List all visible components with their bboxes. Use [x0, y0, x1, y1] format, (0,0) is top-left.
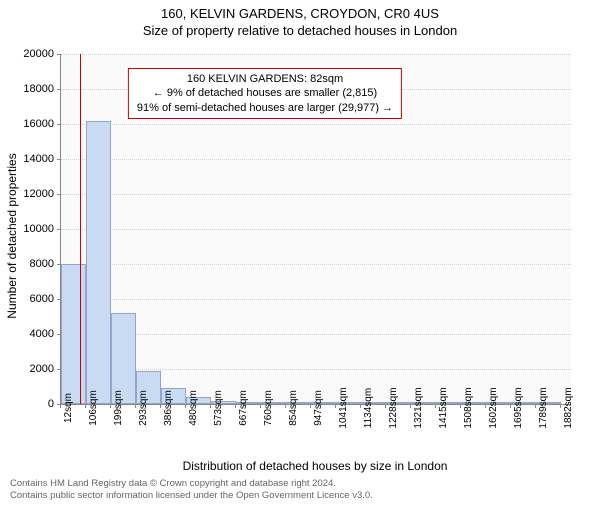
- ytick-label: 2000: [4, 363, 54, 375]
- ytick-label: 18000: [4, 83, 54, 95]
- xtick-label: 760sqm: [263, 390, 274, 426]
- xtick: [360, 404, 361, 408]
- xtick: [160, 404, 161, 408]
- xtick: [460, 404, 461, 408]
- xtick: [385, 404, 386, 408]
- xtick: [510, 404, 511, 408]
- xtick-label: 199sqm: [113, 390, 124, 426]
- figure-container: 160, KELVIN GARDENS, CROYDON, CR0 4US Si…: [0, 6, 600, 506]
- ytick: [57, 124, 61, 125]
- footer-line1: Contains HM Land Registry data © Crown c…: [10, 478, 373, 490]
- ytick-label: 10000: [4, 223, 54, 235]
- gridline-h: [61, 159, 571, 160]
- xtick-label: 573sqm: [213, 390, 224, 426]
- ytick: [57, 194, 61, 195]
- xtick: [85, 404, 86, 408]
- xtick: [135, 404, 136, 408]
- xtick: [435, 404, 436, 408]
- xtick-label: 1134sqm: [363, 388, 374, 428]
- ytick-label: 8000: [4, 258, 54, 270]
- gridline-h: [61, 334, 571, 335]
- xtick-label: 1602sqm: [488, 387, 499, 428]
- ytick: [57, 159, 61, 160]
- xtick: [335, 404, 336, 408]
- ytick-label: 0: [4, 398, 54, 410]
- annotation-box: 160 KELVIN GARDENS: 82sqm← 9% of detache…: [128, 68, 402, 119]
- xtick-label: 1415sqm: [438, 387, 449, 428]
- gridline-h: [61, 229, 571, 230]
- x-axis-label: Distribution of detached houses by size …: [60, 459, 570, 473]
- xtick: [535, 404, 536, 408]
- gridline-h: [61, 124, 571, 125]
- xtick-label: 947sqm: [313, 390, 324, 426]
- histogram-bar: [61, 264, 86, 404]
- marker-line: [80, 54, 81, 404]
- annotation-line1: 160 KELVIN GARDENS: 82sqm: [137, 72, 393, 86]
- chart-area: Number of detached properties 160 KELVIN…: [60, 54, 570, 424]
- gridline-h: [61, 194, 571, 195]
- xtick: [485, 404, 486, 408]
- xtick: [110, 404, 111, 408]
- xtick-label: 1228sqm: [388, 387, 399, 428]
- ytick-label: 16000: [4, 118, 54, 130]
- xtick-label: 1508sqm: [463, 387, 474, 428]
- xtick-label: 1041sqm: [338, 387, 349, 428]
- xtick: [410, 404, 411, 408]
- xtick: [560, 404, 561, 408]
- gridline-h: [61, 299, 571, 300]
- xtick-label: 386sqm: [163, 390, 174, 426]
- ytick-label: 12000: [4, 188, 54, 200]
- annotation-line2: ← 9% of detached houses are smaller (2,8…: [137, 86, 393, 100]
- xtick: [210, 404, 211, 408]
- ytick: [57, 54, 61, 55]
- annotation-line3: 91% of semi-detached houses are larger (…: [137, 101, 393, 115]
- xtick-label: 106sqm: [88, 390, 99, 426]
- xtick-label: 293sqm: [138, 390, 149, 426]
- xtick-label: 1789sqm: [538, 387, 549, 428]
- ytick: [57, 89, 61, 90]
- xtick-label: 480sqm: [188, 390, 199, 426]
- xtick-label: 854sqm: [288, 390, 299, 426]
- xtick: [285, 404, 286, 408]
- xtick-label: 1321sqm: [413, 387, 424, 428]
- plot-area: 160 KELVIN GARDENS: 82sqm← 9% of detache…: [60, 54, 571, 405]
- histogram-bar: [86, 121, 111, 405]
- gridline-h: [61, 54, 571, 55]
- xtick: [235, 404, 236, 408]
- ytick: [57, 229, 61, 230]
- ytick-label: 20000: [4, 48, 54, 60]
- xtick: [60, 404, 61, 408]
- xtick-label: 12sqm: [63, 393, 74, 423]
- xtick: [310, 404, 311, 408]
- title-sub: Size of property relative to detached ho…: [0, 23, 600, 38]
- xtick-label: 667sqm: [238, 390, 249, 426]
- ytick-label: 6000: [4, 293, 54, 305]
- xtick-label: 1695sqm: [513, 387, 524, 428]
- footer-line2: Contains public sector information licen…: [10, 490, 373, 502]
- xtick: [185, 404, 186, 408]
- footer-attribution: Contains HM Land Registry data © Crown c…: [10, 478, 373, 502]
- xtick: [260, 404, 261, 408]
- title-main: 160, KELVIN GARDENS, CROYDON, CR0 4US: [0, 6, 600, 21]
- ytick-label: 4000: [4, 328, 54, 340]
- ytick-label: 14000: [4, 153, 54, 165]
- gridline-h: [61, 264, 571, 265]
- xtick-label: 1882sqm: [563, 387, 574, 428]
